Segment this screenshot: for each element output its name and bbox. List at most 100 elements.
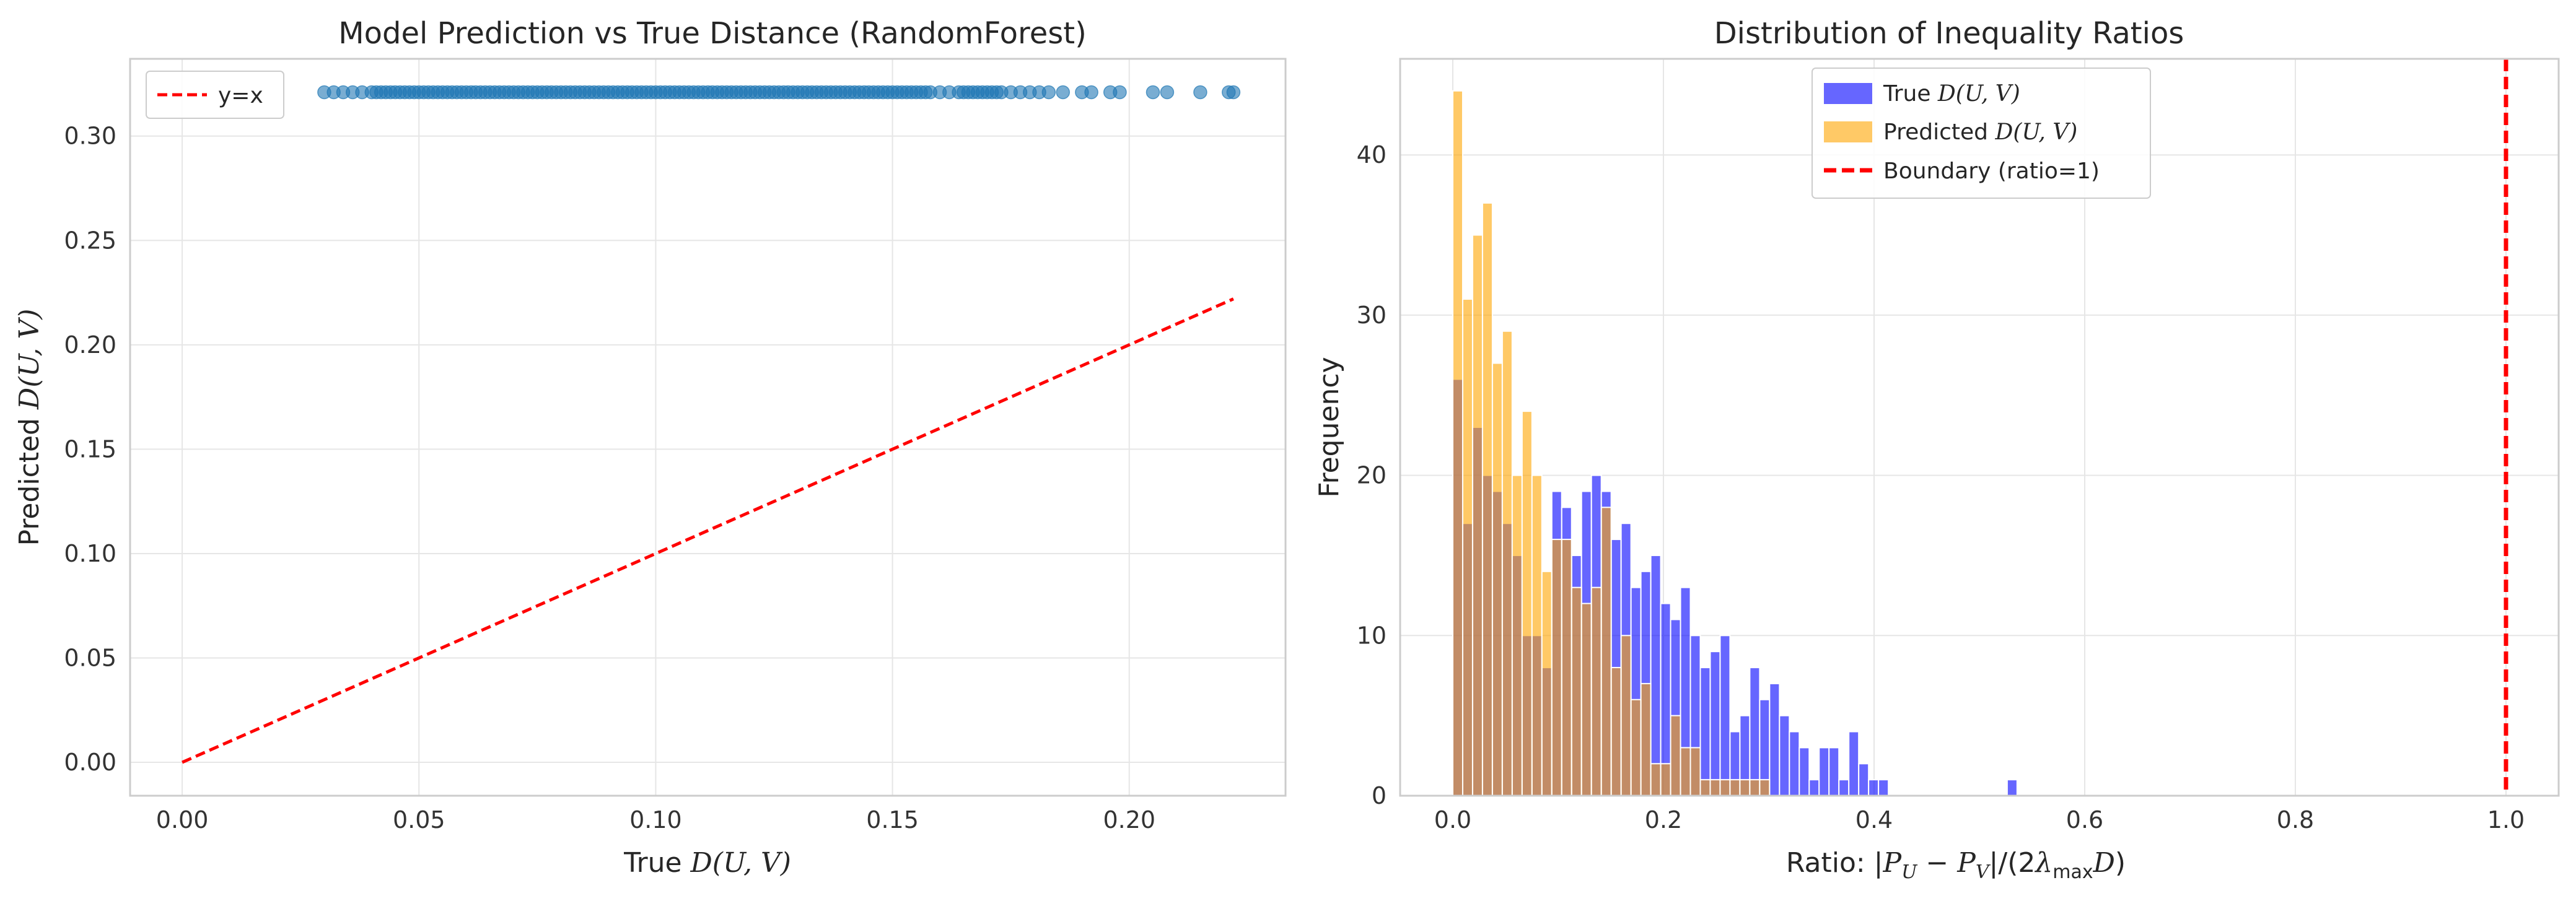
left-x-tick-label: 0.15 xyxy=(866,806,919,834)
left-y-tick-label: 0.20 xyxy=(64,331,116,359)
predicted-histogram-bar xyxy=(1670,715,1681,797)
legend-true-label: True D(U, V) xyxy=(1883,81,2020,107)
true-histogram-bar xyxy=(1749,667,1761,796)
right-x-tick-label: 0.6 xyxy=(2066,806,2103,834)
predicted-histogram-bar xyxy=(1680,747,1691,797)
y-equals-x-line xyxy=(182,297,1234,764)
true-histogram-bar xyxy=(1719,635,1731,796)
predicted-histogram-bar xyxy=(1491,362,1503,796)
predicted-histogram-bar xyxy=(1461,298,1473,797)
right-chart-title: Distribution of Inequality Ratios xyxy=(1714,16,2184,51)
left-y-tick-label: 0.15 xyxy=(64,435,116,463)
right-x-tick-label: 0.8 xyxy=(2277,806,2314,834)
right-y-tick-label: 0 xyxy=(1372,782,1387,809)
predicted-histogram-bar xyxy=(1660,763,1671,796)
true-histogram-bar xyxy=(1818,747,1830,797)
left-x-axis-label: True D(U, V) xyxy=(623,847,791,879)
right-y-tick-label: 30 xyxy=(1357,302,1387,329)
predicted-histogram-bar xyxy=(1620,635,1632,796)
legend-true-swatch xyxy=(1824,83,1872,104)
right-tick-labels: 0.0 0.2 0.4 0.6 0.8 1.0 0 10 20 30 40 xyxy=(1357,141,2525,834)
scatter-point xyxy=(1084,85,1098,100)
true-histogram-bar xyxy=(1789,731,1800,796)
predicted-histogram-bar xyxy=(1521,411,1533,796)
predicted-histogram-bar xyxy=(1580,603,1592,797)
left-chart-title: Model Prediction vs True Distance (Rando… xyxy=(338,16,1087,51)
true-histogram-bar xyxy=(1838,779,1850,797)
right-legend-box xyxy=(1812,67,2151,199)
true-histogram-bar xyxy=(1808,779,1820,797)
left-y-tick-label: 0.05 xyxy=(64,645,116,672)
scatter-point xyxy=(1113,85,1127,100)
predicted-histogram-bar xyxy=(1600,507,1612,796)
right-legend: True D(U, V) Predicted D(U, V) Boundary … xyxy=(1812,67,2151,199)
left-y-tick-label: 0.00 xyxy=(64,749,116,776)
right-x-tick-label: 0.4 xyxy=(1855,806,1893,834)
predicted-histogram-bar xyxy=(1630,699,1642,796)
right-y-tick-label: 10 xyxy=(1357,622,1387,649)
scatter-point xyxy=(1193,85,1207,100)
right-x-tick-label: 0.0 xyxy=(1434,806,1471,834)
predicted-histogram-bar xyxy=(1590,586,1602,797)
predicted-histogram-bar xyxy=(1541,570,1553,797)
true-histogram-bar xyxy=(1769,682,1781,797)
left-x-tick-label: 0.00 xyxy=(156,806,209,834)
legend-predicted-label: Predicted D(U, V) xyxy=(1883,120,2077,145)
left-y-axis-label: Predicted D(U, V) xyxy=(14,309,45,546)
true-histogram-bar xyxy=(1798,747,1810,797)
true-histogram-bar xyxy=(1709,651,1721,797)
true-histogram-bar xyxy=(1848,731,1860,796)
left-gridlines xyxy=(130,59,1286,796)
right-x-tick-label: 1.0 xyxy=(2487,806,2525,834)
right-x-tick-label: 0.2 xyxy=(1645,806,1682,834)
predicted-histogram-bar xyxy=(1531,474,1543,796)
predicted-histogram-bar xyxy=(1551,539,1562,797)
scatter-point xyxy=(1056,85,1071,100)
predicted-histogram-bar xyxy=(1610,667,1622,796)
scatter-point xyxy=(1160,85,1175,100)
left-x-tick-label: 0.10 xyxy=(629,806,682,834)
predicted-histogram-bar xyxy=(1709,779,1721,797)
left-y-tick-label: 0.30 xyxy=(64,123,116,150)
predicted-histogram-bar xyxy=(1739,779,1751,797)
right-x-axis-label: Ratio: |PU − PV|/(2λmaxD) xyxy=(1786,847,2126,883)
left-panel: Model Prediction vs True Distance (Rando… xyxy=(14,16,1287,879)
predicted-histogram-bar xyxy=(1699,779,1711,797)
left-x-tick-label: 0.05 xyxy=(393,806,445,834)
left-series-layer xyxy=(182,85,1241,764)
predicted-histogram-bar xyxy=(1481,202,1493,796)
true-histogram-bar xyxy=(1828,747,1840,797)
predicted-histogram-bar xyxy=(1689,747,1701,797)
scatter-point xyxy=(1226,85,1241,100)
right-series-layer xyxy=(1452,59,2508,797)
true-histogram-bar xyxy=(1650,554,1662,797)
true-histogram-bar xyxy=(1868,779,1880,797)
right-y-tick-label: 20 xyxy=(1357,462,1387,489)
right-y-axis-label: Frequency xyxy=(1313,357,1345,497)
predicted-histogram-bar xyxy=(1759,779,1771,797)
true-histogram-bar xyxy=(1699,667,1711,796)
predicted-histogram-bar xyxy=(1749,779,1761,797)
left-y-tick-label: 0.25 xyxy=(64,227,116,254)
left-plot-frame xyxy=(129,58,1287,797)
predicted-histogram-bar xyxy=(1511,474,1523,796)
scatter-point xyxy=(1041,85,1056,100)
predicted-histogram-bar xyxy=(1571,586,1582,797)
legend-predicted-swatch xyxy=(1824,121,1872,142)
left-legend: y=x xyxy=(146,71,284,119)
legend-boundary-label: Boundary (ratio=1) xyxy=(1883,159,2100,184)
predicted-histogram-bar xyxy=(1729,779,1741,797)
right-y-tick-label: 40 xyxy=(1357,141,1387,168)
predicted-histogram-bar xyxy=(1452,90,1463,796)
predicted-histogram-bar xyxy=(1561,539,1572,797)
true-histogram-bar xyxy=(1858,763,1870,796)
left-x-tick-label: 0.20 xyxy=(1103,806,1155,834)
left-y-tick-label: 0.10 xyxy=(64,540,116,567)
scatter-point xyxy=(1146,85,1160,100)
predicted-histogram-bar xyxy=(1640,682,1652,797)
true-histogram-bar xyxy=(1878,779,1890,797)
true-histogram-bar xyxy=(1779,715,1790,797)
true-histogram-bar xyxy=(2006,779,2018,797)
predicted-histogram-bar xyxy=(1650,763,1662,796)
